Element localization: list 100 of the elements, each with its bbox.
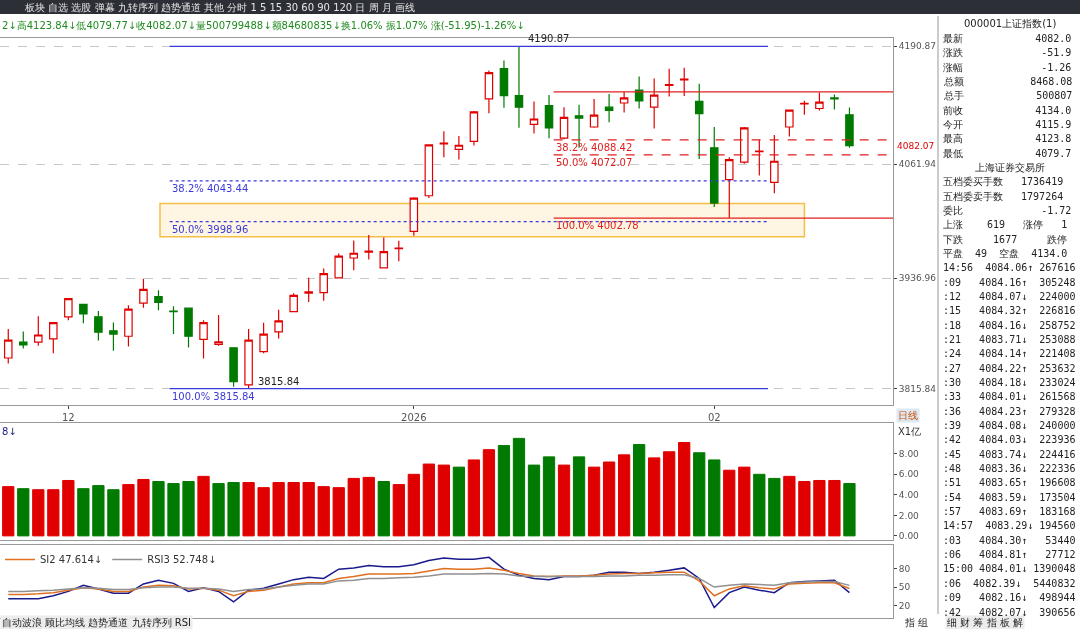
text: 000001上证指数(1) — [964, 18, 1057, 29]
text: :09 4082.16↓ 498944 — [943, 592, 1076, 603]
candlestick — [349, 239, 359, 271]
candlestick — [64, 297, 73, 321]
candlestick — [439, 130, 449, 158]
bar — [572, 456, 586, 537]
text: :12 4084.07↓ 224000 — [943, 291, 1076, 302]
bar — [663, 451, 676, 537]
bar — [422, 463, 435, 537]
bar — [512, 437, 526, 537]
bar — [197, 475, 210, 537]
candlestick — [469, 110, 479, 147]
bar — [783, 475, 796, 537]
text: :06 4084.81↑ 27712 — [943, 549, 1076, 560]
bar — [617, 454, 631, 537]
text: 板块 自选 选股 弹幕 九转序列 趋势通道 其他 分时 1 5 15 30 60 90 120 日 周 月 画线 — [24, 2, 415, 13]
y-tick-label: 4190.87 — [898, 41, 937, 52]
text: 五档委买手数 1736419 — [943, 176, 1064, 187]
y-tick-label: 20 — [898, 600, 911, 611]
candlestick — [589, 98, 599, 129]
text: 上海证券交易所 — [975, 162, 1045, 173]
bar — [17, 488, 30, 537]
text: :57 4083.69↑ 183168 — [943, 506, 1076, 517]
text: :51 4083.65↑ 196608 — [943, 477, 1076, 488]
candlestick — [169, 305, 178, 335]
candlestick — [199, 319, 208, 360]
bar — [227, 482, 240, 537]
text: 涨跌 -51.9 — [943, 47, 1072, 58]
bar — [212, 483, 225, 537]
text: 最低 4079.7 — [943, 148, 1072, 159]
text: :30 4084.18↓ 233024 — [943, 377, 1076, 388]
y-tick-label: 3936.96 — [898, 273, 937, 284]
candlestick — [740, 126, 749, 165]
candlestick — [694, 83, 704, 160]
y-tick-label: 2.00 — [898, 510, 920, 521]
candlestick — [484, 69, 494, 114]
bar — [798, 481, 811, 537]
candlestick — [214, 314, 223, 347]
bar — [738, 466, 751, 537]
candlestick — [770, 134, 779, 194]
text: :42 4084.03↓ 223936 — [943, 434, 1076, 445]
bar — [482, 449, 496, 537]
annotation: 8↓ — [2, 426, 17, 437]
candlestick — [815, 91, 824, 111]
candlestick — [499, 59, 509, 109]
bar — [708, 459, 721, 537]
bar — [32, 489, 45, 537]
text: 指 组 — [904, 617, 929, 628]
bar — [152, 481, 165, 537]
bar — [137, 478, 150, 537]
bar — [107, 489, 120, 537]
text: :33 4084.01↓ 261568 — [943, 391, 1076, 402]
x-tick-label: 12 — [61, 412, 75, 423]
text: 15:00 4084.01↓ 1390048 — [943, 563, 1076, 574]
bar — [678, 442, 691, 537]
text: 总手 500807 — [943, 90, 1073, 101]
text: 14:57 4083.29↓ 194560 — [943, 520, 1076, 531]
text: :21 4083.71↓ 253088 — [943, 334, 1076, 345]
candlestick — [709, 126, 719, 208]
bar — [527, 464, 541, 537]
text: 今开 4115.9 — [943, 119, 1072, 130]
text: :45 4083.74↓ 224416 — [943, 449, 1076, 460]
line-series — [7, 556, 851, 609]
candlestick — [94, 310, 103, 342]
text: 上涨 619 涨停 1 — [943, 219, 1068, 230]
candlestick — [274, 309, 283, 340]
candlestick — [424, 144, 434, 199]
chart-title: 2↓高4123.84↓低4079.77↓收4082.07↓量500799488↓额84680835↓换1.06% 振1.07% 涨(-51.95)-1.26%↓ — [2, 20, 525, 31]
y-tick-label: 80 — [898, 563, 911, 574]
bar — [77, 488, 90, 537]
candlestick — [679, 67, 689, 97]
candlestick — [154, 289, 163, 311]
y-tick-label: 4061.94 — [898, 159, 937, 170]
bar — [2, 486, 15, 537]
bar — [302, 482, 315, 537]
candlestick — [244, 328, 253, 390]
candlestick — [334, 252, 343, 279]
bar — [587, 466, 601, 537]
text: :39 4084.08↓ 240000 — [943, 420, 1076, 431]
bar — [753, 473, 766, 537]
candlestick — [289, 292, 298, 313]
candlestick — [619, 91, 629, 114]
candlestick — [529, 100, 539, 134]
text: 细 财 筹 指 板 解 — [947, 617, 1023, 628]
y-tick-label: 0.00 — [898, 531, 920, 542]
ref-line-label: 100.0% 3815.84 — [172, 391, 255, 402]
bar — [242, 482, 255, 537]
text: :03 4084.30↑ 53440 — [943, 535, 1076, 546]
text: 4082.07 — [897, 141, 935, 151]
text: :48 4083.36↓ 222336 — [943, 463, 1076, 474]
candlestick — [544, 94, 554, 139]
candlestick — [229, 347, 238, 388]
bar — [272, 482, 285, 537]
bar — [287, 482, 300, 537]
candlestick — [184, 307, 193, 349]
bar — [377, 481, 390, 537]
candlestick — [34, 315, 43, 347]
annotation: 4190.87 — [528, 33, 570, 44]
bar — [723, 469, 736, 537]
candlestick — [514, 45, 524, 129]
